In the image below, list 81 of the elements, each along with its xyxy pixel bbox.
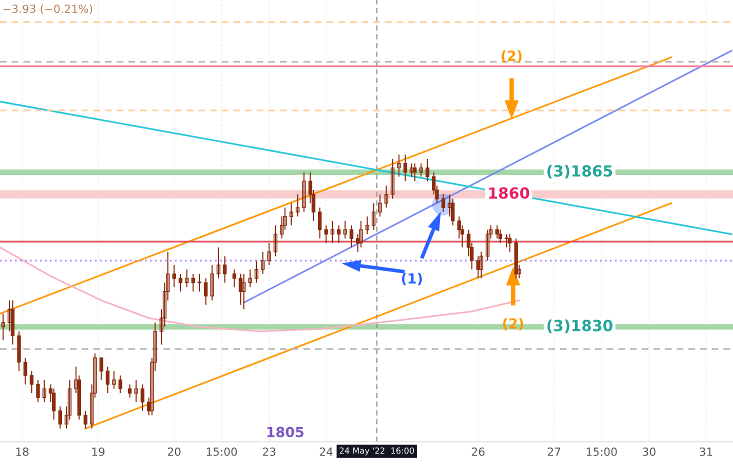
candlestick — [204, 278, 208, 306]
candlestick — [134, 379, 138, 403]
candlestick — [106, 366, 110, 394]
candlestick — [222, 256, 227, 284]
candlestick — [198, 273, 202, 292]
candlestick — [378, 194, 382, 218]
candlestick — [324, 224, 328, 244]
x-tick-label: 27 — [548, 448, 560, 456]
candlestick — [498, 229, 502, 244]
candlestick — [248, 268, 252, 288]
annotation: (2) — [502, 50, 522, 63]
candlestick — [508, 234, 512, 252]
candlestick — [23, 357, 28, 385]
candlestick — [365, 216, 370, 235]
candlestick — [330, 220, 334, 244]
candlestick — [274, 224, 278, 257]
candlestick — [412, 162, 417, 182]
annotation: (1) — [402, 272, 422, 286]
candlestick — [372, 202, 376, 230]
candlestick — [495, 224, 499, 240]
candlestick — [267, 242, 271, 266]
candlestick — [52, 388, 56, 420]
candlestick — [42, 379, 46, 403]
candlestick — [384, 184, 388, 208]
candlestick — [58, 406, 62, 430]
candlestick — [448, 194, 452, 218]
candlestick — [112, 370, 116, 390]
candlestick — [289, 202, 294, 226]
candlestick — [403, 154, 408, 182]
x-tick-label: 31 — [700, 448, 712, 456]
candlestick — [36, 379, 40, 403]
x-tick-label: 19 — [92, 448, 104, 456]
x-tick-label: 24 — [320, 448, 333, 456]
ref-line-label: 1860 — [489, 187, 530, 199]
candlestick — [254, 260, 258, 284]
annotation: 1805 — [267, 426, 304, 438]
candlestick — [184, 268, 189, 288]
candlestick — [178, 273, 182, 292]
candlestick — [172, 264, 176, 288]
x-tick-label: 30 — [642, 448, 656, 456]
candlestick — [318, 207, 322, 240]
candlestick — [450, 198, 455, 226]
annotation: −3.93 (−0.21%) — [3, 4, 92, 14]
candlestick — [118, 374, 122, 394]
candlestick — [441, 194, 446, 213]
candlestick — [343, 220, 347, 240]
ref-line-label: (3)1865 — [547, 164, 612, 179]
candlestick — [210, 264, 214, 301]
x-tick-label: 18 — [16, 448, 28, 456]
candlestick — [242, 273, 246, 310]
candlestick — [1, 313, 6, 341]
candlestick — [410, 162, 414, 178]
candlestick — [99, 357, 104, 380]
x-tick-label: 23 — [262, 448, 276, 456]
annotation: (2) — [503, 318, 524, 330]
candlestick — [350, 224, 354, 248]
candlestick — [302, 172, 306, 213]
candlestick — [336, 224, 341, 244]
candlestick — [216, 246, 220, 279]
candlestick — [140, 384, 144, 412]
candlestick — [359, 220, 363, 248]
candlestick — [390, 158, 394, 200]
x-tick-label: 15:00 — [206, 448, 237, 456]
candlestick — [84, 410, 88, 430]
candlestick — [397, 154, 401, 178]
candlestick — [419, 162, 423, 178]
candlestick — [232, 268, 236, 288]
candlestick — [426, 158, 430, 182]
x-tick-label: 15:00 — [586, 448, 617, 456]
candlestick — [191, 273, 195, 292]
candlestick — [260, 251, 265, 274]
candlestick — [296, 194, 300, 218]
x-tick-label: 20 — [168, 448, 180, 456]
candlestick — [128, 384, 132, 398]
x-tick-label: 24 May '22 16:00 — [340, 447, 414, 456]
x-tick-label: 26 — [472, 448, 484, 456]
ref-line-label: (3)1830 — [547, 320, 612, 334]
candlestick — [479, 251, 484, 279]
candlestick — [30, 370, 34, 394]
candlestick — [8, 300, 12, 332]
candlestick — [486, 229, 490, 262]
